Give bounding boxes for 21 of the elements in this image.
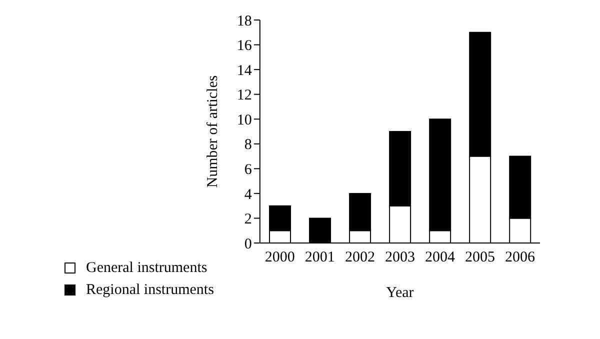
x-tick-label: 2002 bbox=[344, 250, 375, 266]
x-tick-label: 2005 bbox=[464, 250, 495, 266]
x-tick-label: 2004 bbox=[424, 250, 456, 266]
y-tick-label: 14 bbox=[236, 62, 252, 79]
y-tick-label: 2 bbox=[244, 212, 252, 228]
x-axis-title: Year bbox=[386, 285, 414, 301]
y-tick-label: 10 bbox=[236, 112, 252, 128]
legend-label: Regional instruments bbox=[86, 282, 214, 298]
y-tick-label: 16 bbox=[236, 38, 252, 54]
x-tick-label: 2006 bbox=[504, 250, 536, 266]
x-tick-label: 2000 bbox=[264, 250, 295, 266]
y-tick-label: 8 bbox=[244, 137, 252, 154]
y-tick-label: 18 bbox=[236, 13, 252, 30]
y-tick-label: 12 bbox=[236, 88, 252, 104]
x-tick-label: 2003 bbox=[384, 250, 415, 266]
y-tick-label: 0 bbox=[244, 236, 252, 252]
x-tick-label: 2001 bbox=[304, 250, 335, 266]
y-tick-label: 4 bbox=[244, 186, 252, 203]
y-tick-label: 6 bbox=[244, 162, 252, 178]
legend-label: General instruments bbox=[86, 260, 208, 276]
y-axis-title: Number of articles bbox=[205, 75, 222, 188]
